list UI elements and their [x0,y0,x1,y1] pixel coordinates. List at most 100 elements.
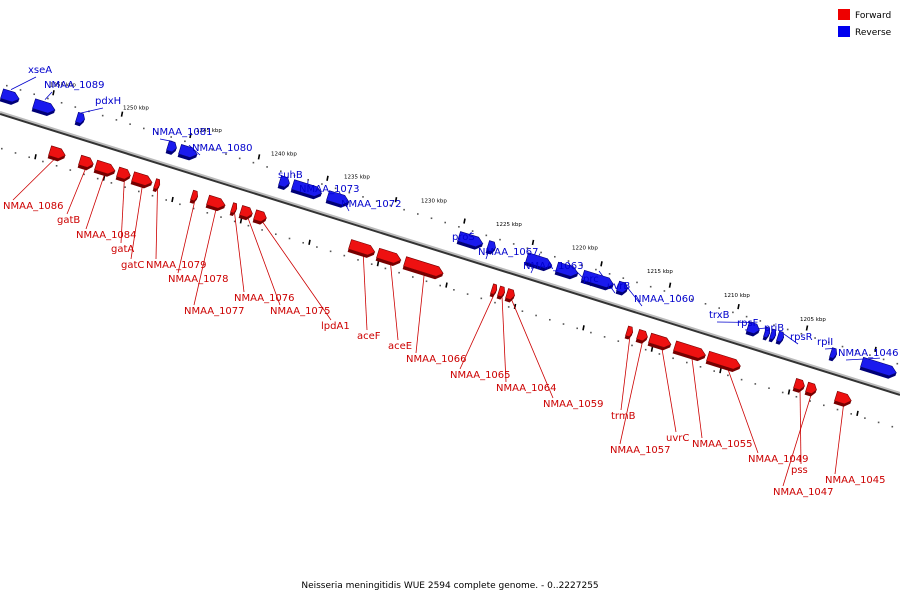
major-tick [787,389,791,395]
reverse-gene [277,175,290,190]
minor-tick [864,417,866,419]
minor-tick [471,230,474,232]
reverse-gene [325,190,350,208]
forward-leader [834,400,845,475]
forward-gene-label: NMAA_1079 [146,260,207,271]
minor-tick [567,260,570,262]
gene-shadow [74,119,85,127]
major-tick [376,261,380,267]
reverse-gene-label: trxB [709,310,730,321]
minor-tick [617,340,620,342]
major-tick [171,196,174,203]
minor-tick [718,307,720,309]
forward-gene [375,247,402,267]
minor-tick [663,290,666,292]
gene-body [486,240,496,253]
gene-shadow [229,208,237,217]
major-tick [531,239,535,246]
minor-tick [47,97,49,100]
minor-tick [389,204,392,207]
forward-gene [705,350,741,373]
gene-shadow [672,350,706,362]
reverse-gene [524,252,553,272]
minor-tick [841,345,844,348]
reverse-gene-label: priB [764,323,784,334]
minor-tick [179,203,181,206]
gene-shadow [47,155,66,162]
reverse-gene [775,330,785,345]
minor-tick [754,383,757,385]
forward-leader [690,350,703,439]
minor-tick [348,191,351,194]
minor-tick [809,400,811,402]
forward-gene-label: NMAA_1076 [234,293,295,304]
minor-tick [727,374,729,377]
minor-tick [800,332,803,335]
gene-body [75,111,85,124]
minor-tick [631,344,633,347]
gene-body [0,88,20,103]
forward-gene-label: gatA [111,244,134,255]
gene-body [616,280,628,293]
reverse-gene-label: pdxH [95,96,121,107]
reverse-gene [762,326,771,341]
gene-features [0,88,897,407]
scale-label: 1255 kbp [50,83,76,89]
scale-label: 1210 kbp [724,293,750,299]
forward-leader [12,155,59,201]
forward-gene [238,205,253,221]
minor-tick [96,177,99,180]
forward-gene-label: trmB [611,411,636,422]
scale-label: 1235 kbp [344,174,370,180]
minor-tick [850,413,852,415]
minor-tick [828,341,830,344]
minor-tick [869,354,871,356]
minor-tick [590,331,592,334]
minor-tick [549,318,551,321]
minor-tick [247,224,250,227]
major-tick [737,303,740,310]
minor-tick [280,170,282,173]
minor-tick [691,298,693,301]
forward-leader [510,298,554,399]
minor-tick [891,425,894,428]
minor-tick [430,217,433,220]
forward-gene [496,285,506,300]
reverse-gene [554,261,579,280]
major-tick [239,218,243,224]
gene-body [190,189,199,202]
gene-body [706,350,741,370]
gene-shadow [833,400,852,407]
gene-body [376,247,402,264]
reverse-gene [290,179,323,200]
reverse-gene-label: NMAA_1089 [44,80,105,91]
gene-shadow [290,189,322,200]
gene-shadow [635,337,648,344]
minor-tick [19,89,22,91]
gene-shadow [768,335,776,343]
reverse-gene-label: NMAA_1072 [341,199,402,210]
major-tick [445,282,448,288]
minor-tick [823,404,825,407]
forward-gene [624,325,634,340]
minor-tick [156,131,159,134]
reverse-gene [456,231,484,250]
gene-shadow [828,354,837,362]
gene-shadow [624,332,633,340]
forward-gene-label: NMAA_1084 [76,230,137,241]
minor-tick [512,243,515,245]
reverse-gene [768,328,777,343]
gene-body [166,140,177,153]
major-tick [308,239,311,245]
minor-tick [334,187,337,190]
minor-tick [321,183,323,185]
tick-marks [1,84,899,428]
gene-body [326,190,350,206]
gene-labels: xseA NMAA_1089 pdxH NMAA_1081 NMAA_1080 suhB N… [3,65,899,498]
reverse-gene-label: NMAA_1073 [299,184,360,195]
gene-shadow [165,148,177,155]
scale-label: 1240 kbp [271,152,297,158]
minor-tick [165,199,167,201]
minor-tick [535,314,537,317]
gene-body [525,252,553,269]
